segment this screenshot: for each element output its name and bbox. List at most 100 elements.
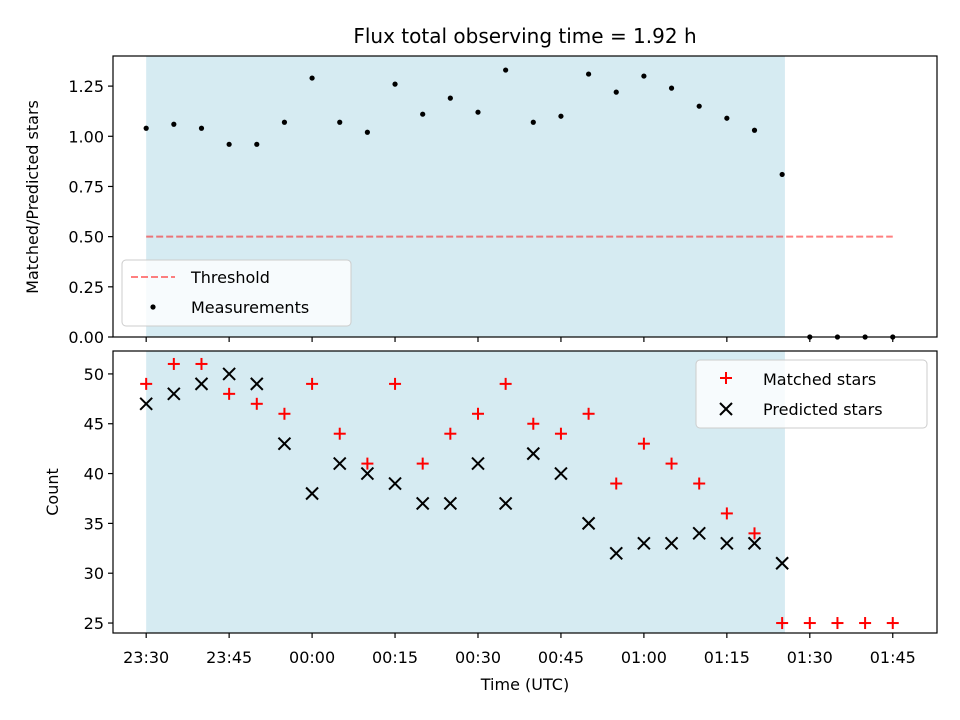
measurement-point: [641, 73, 647, 79]
matched-star-point: [333, 427, 346, 440]
measurement-point: [724, 115, 730, 121]
matched-star-point: [223, 387, 236, 400]
count-y-tick-label: 45: [84, 415, 104, 434]
predicted-star-point: [526, 446, 541, 461]
count-y-tick-label: 30: [84, 564, 104, 583]
matched-star-point: [554, 427, 567, 440]
predicted-star-point: [747, 536, 762, 551]
matched-star-point: [859, 617, 872, 630]
matched-star-point: [776, 617, 789, 630]
predicted-star-point: [194, 377, 209, 391]
predicted-star-point: [222, 367, 236, 381]
predicted-star-point: [443, 496, 458, 511]
measurement-point: [309, 75, 315, 81]
matched-star-point: [720, 507, 733, 520]
measurement-point: [585, 71, 592, 77]
count-y-tick-label: 50: [84, 365, 104, 384]
matched-star-point: [416, 457, 429, 470]
matched-star-point: [250, 397, 263, 410]
measurements-legend-swatch: [150, 304, 156, 310]
matched-star-point: [361, 457, 374, 470]
x-tick-label: 00:15: [372, 648, 418, 667]
matched-star-point: [140, 377, 153, 390]
x-tick-label: 23:30: [123, 648, 169, 667]
chart-title: Flux total observing time = 1.92 h: [353, 24, 696, 48]
matched-star-point: [195, 357, 208, 370]
predicted-star-point: [277, 436, 292, 451]
measurement-point: [751, 127, 758, 133]
predicted-star-point: [664, 536, 679, 551]
predicted-star-point: [554, 466, 568, 481]
matched-star-point: [527, 417, 540, 430]
measurement-point: [668, 85, 675, 91]
measurement-point: [337, 119, 343, 125]
matched-star-point: [610, 477, 623, 490]
predicted-legend-label: Predicted stars: [763, 400, 883, 419]
matched-star-point: [803, 617, 816, 630]
count-observing-span: [146, 351, 785, 633]
count-y-tick-label: 25: [84, 614, 104, 633]
x-axis-title: Time (UTC): [480, 675, 569, 694]
matched-star-point: [444, 427, 457, 440]
threshold-legend-label: Threshold: [190, 268, 270, 287]
x-tick-label: 00:30: [455, 648, 501, 667]
predicted-star-point: [167, 387, 181, 401]
matched-star-point: [499, 377, 512, 390]
predicted-star-point: [498, 496, 513, 511]
predicted-star-point: [720, 536, 734, 551]
ratio-legend-box: [121, 259, 352, 327]
ratio-legend: Threshold Measurements: [121, 259, 352, 327]
measurement-point: [254, 141, 260, 147]
x-tick-label: 01:30: [787, 648, 833, 667]
ratio-y-tick-label: 0.75: [68, 177, 104, 196]
matched-star-point: [167, 357, 180, 370]
matched-star-point: [582, 407, 595, 420]
measurement-point: [530, 119, 536, 125]
matched-star-point: [306, 377, 319, 390]
ratio-y-tick-label: 1.25: [68, 77, 104, 96]
measurement-point: [420, 111, 426, 117]
ratio-y-axis-title: Matched/Predicted stars: [23, 100, 42, 294]
measurement-point: [779, 171, 785, 178]
ratio-y-tick-label: 0.00: [68, 328, 104, 347]
matched-legend-label: Matched stars: [763, 370, 876, 389]
count-plot-frame: [112, 350, 938, 634]
matched-star-point: [831, 617, 844, 630]
matched-star-point: [637, 437, 650, 450]
x-tick-label: 00:00: [289, 648, 335, 667]
predicted-star-point: [333, 456, 347, 471]
measurement-point: [558, 113, 564, 119]
predicted-star-point: [775, 556, 789, 570]
measurement-point: [143, 125, 149, 131]
measurement-point: [392, 81, 398, 87]
measurement-point: [447, 95, 453, 101]
predicted-star-point: [360, 466, 375, 481]
measurement-point: [281, 119, 288, 125]
ratio-plot-frame: [112, 55, 938, 338]
measurements-legend-label: Measurements: [191, 298, 309, 317]
measurement-point: [171, 121, 177, 127]
matched-star-point: [886, 617, 899, 630]
matched-star-point: [748, 527, 761, 540]
x-tick-label: 00:45: [538, 648, 584, 667]
measurement-point: [503, 67, 509, 73]
predicted-star-point: [139, 397, 153, 411]
x-tick-label: 01:15: [704, 648, 750, 667]
measurement-point: [226, 141, 232, 147]
measurement-point: [613, 89, 619, 95]
ratio-y-tick-label: 0.50: [68, 228, 104, 247]
predicted-star-point: [581, 516, 596, 531]
predicted-star-point: [388, 476, 402, 491]
count-panel: 25 30 35 40 45 50 23:30 23:45 00:00 00:15 00:30 00…: [43, 350, 938, 694]
matched-star-point: [389, 377, 402, 390]
predicted-star-point: [609, 546, 623, 560]
ratio-panel: 0.00 0.25 0.50 0.75 1.00 1.25 Matched/Predict…: [23, 55, 938, 347]
predicted-star-point: [305, 486, 319, 501]
predicted-star-point: [637, 536, 651, 551]
matched-star-point: [471, 407, 484, 420]
x-tick-label: 01:45: [870, 648, 916, 667]
count-legend: Matched stars Predicted stars: [695, 359, 928, 429]
measurement-point: [198, 125, 205, 131]
measurement-point: [364, 129, 370, 135]
